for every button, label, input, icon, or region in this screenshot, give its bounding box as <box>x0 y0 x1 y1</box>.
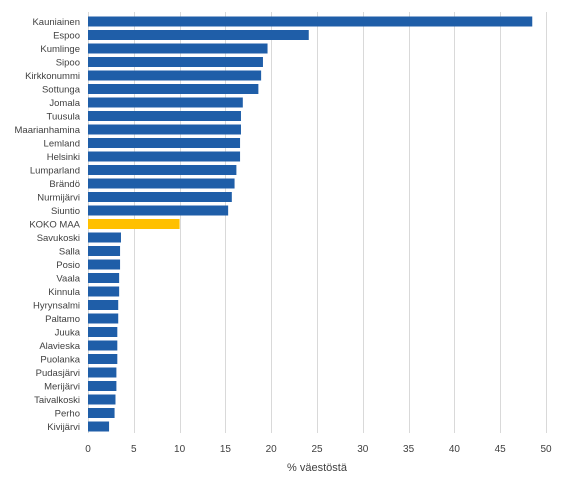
bar <box>88 273 120 283</box>
bar <box>88 394 116 405</box>
category-label: Kivijärvi <box>47 422 80 433</box>
bar <box>88 43 268 54</box>
bar <box>88 84 259 94</box>
bar <box>88 178 235 189</box>
bar <box>88 205 229 216</box>
x-tick-label: 30 <box>357 444 369 455</box>
bar <box>88 165 237 175</box>
bar <box>88 313 119 324</box>
bar <box>88 70 262 81</box>
category-label: Lumparland <box>30 165 80 176</box>
category-label: Savukoski <box>37 233 80 244</box>
bar <box>88 354 118 364</box>
category-label: Vaala <box>56 273 80 284</box>
category-label: Kumlinge <box>40 44 80 55</box>
category-label: Nurmijärvi <box>37 192 80 203</box>
x-tick-label: 10 <box>174 444 186 455</box>
category-label: Hyrynsalmi <box>33 300 80 311</box>
bars <box>88 16 533 432</box>
gridlines <box>88 12 547 433</box>
category-label: Juuka <box>55 327 81 338</box>
category-label: Kauniainen <box>32 17 80 28</box>
bar <box>88 97 243 108</box>
x-tick-label: 20 <box>266 444 278 455</box>
bar <box>88 246 121 256</box>
category-label: Alavieska <box>39 341 80 352</box>
bar <box>88 340 118 351</box>
bar <box>88 408 115 418</box>
category-label: Sipoo <box>56 57 80 68</box>
x-tick-label: 25 <box>311 444 323 455</box>
category-label: Paltamo <box>45 314 80 325</box>
category-label: Lemland <box>44 138 80 149</box>
bar <box>88 219 180 229</box>
bar <box>88 421 110 432</box>
x-tick-labels: 0 5 10 15 20 25 30 35 40 45 50 <box>85 444 552 455</box>
bar <box>88 300 119 310</box>
x-tick-label: 5 <box>131 444 137 455</box>
category-label: Siuntio <box>51 206 80 217</box>
bar <box>88 259 121 270</box>
category-label: Espoo <box>53 30 80 41</box>
bar <box>88 111 241 121</box>
bar <box>88 124 241 135</box>
category-label: Jomala <box>49 98 80 109</box>
x-axis-title: % väestöstä <box>287 462 348 474</box>
category-label: Perho <box>55 408 80 419</box>
bar <box>88 138 241 148</box>
bar <box>88 327 118 337</box>
category-label: Brändö <box>49 179 80 190</box>
bar <box>88 286 120 297</box>
bar <box>88 367 117 378</box>
category-label: Tuusula <box>47 111 81 122</box>
category-label: Salla <box>59 246 81 257</box>
category-label: KOKO MAA <box>29 219 80 230</box>
bar <box>88 232 121 243</box>
bar <box>88 30 309 40</box>
category-label: Sottunga <box>42 84 81 95</box>
bar <box>88 192 232 202</box>
category-label: Pudasjärvi <box>36 368 80 379</box>
x-tick-label: 40 <box>449 444 461 455</box>
bar <box>88 151 241 162</box>
category-label: Merijärvi <box>44 381 80 392</box>
category-labels: Kauniainen Espoo Kumlinge Sipoo Kirkkonummi S… <box>15 17 81 433</box>
category-label: Taivalkoski <box>34 395 80 406</box>
x-tick-label: 50 <box>540 444 552 455</box>
bar <box>88 57 263 67</box>
category-label: Kirkkonummi <box>25 71 80 82</box>
x-tick-label: 0 <box>85 444 91 455</box>
x-tick-label: 15 <box>220 444 232 455</box>
category-label: Helsinki <box>47 152 80 163</box>
x-tick-label: 35 <box>403 444 415 455</box>
bar <box>88 381 117 391</box>
x-tick-label: 45 <box>495 444 507 455</box>
category-label: Maarianhamina <box>15 125 81 136</box>
category-label: Puolanka <box>40 354 80 365</box>
bar <box>88 16 533 27</box>
category-label: Kinnula <box>48 287 80 298</box>
category-label: Posio <box>56 260 80 271</box>
